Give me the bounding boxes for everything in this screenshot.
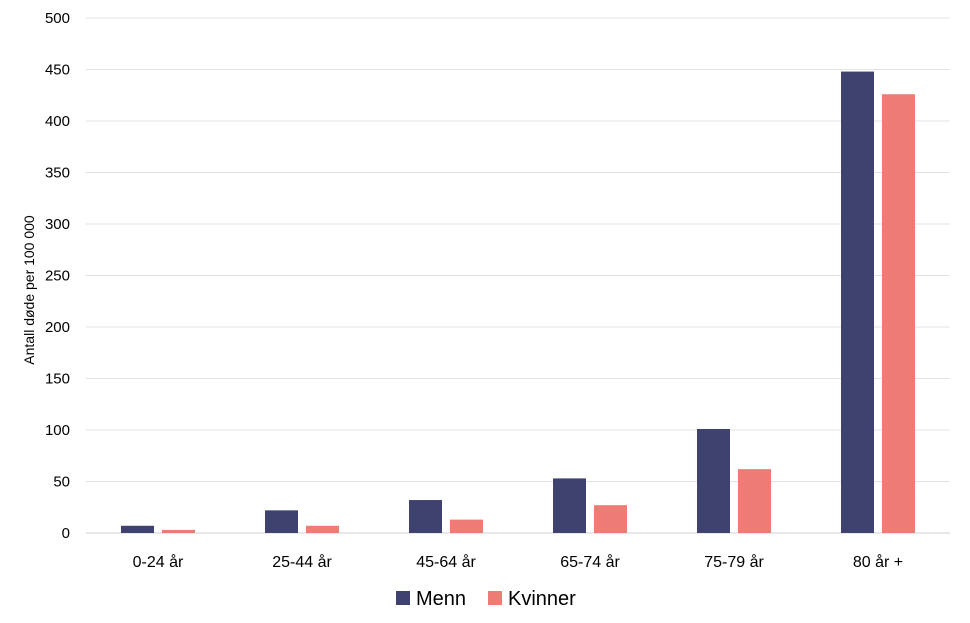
bar-menn-1 — [265, 510, 298, 533]
y-tick-label: 450 — [45, 62, 70, 79]
bar-menn-2 — [409, 500, 442, 533]
x-tick-label: 0-24 år — [133, 553, 184, 571]
bar-menn-5 — [841, 71, 874, 533]
bar-kvinner-4 — [738, 469, 771, 533]
x-axis-ticks: 0-24 år 25-44 år 45-64 år 65-74 år 75-79 år 8… — [133, 553, 903, 571]
x-tick-label: 80 år + — [853, 553, 903, 571]
legend-label-kvinner: Kvinner — [508, 588, 576, 610]
x-tick-label: 25-44 år — [272, 553, 332, 571]
y-tick-label: 100 — [45, 422, 70, 439]
y-axis-title: Antall døde per 100 000 — [21, 215, 37, 365]
bar-menn-3 — [553, 478, 586, 533]
y-tick-label: 400 — [45, 113, 70, 130]
bar-menn-0 — [121, 525, 154, 533]
y-axis-ticks: 0 50 100 150 200 250 300 350 400 450 500 — [45, 10, 70, 542]
y-tick-label: 350 — [45, 165, 70, 182]
y-tick-label: 250 — [45, 268, 70, 285]
y-tick-label: 500 — [45, 10, 70, 27]
bars — [121, 71, 915, 533]
y-tick-label: 300 — [45, 216, 70, 233]
x-tick-label: 65-74 år — [560, 553, 620, 571]
bar-kvinner-2 — [450, 519, 483, 533]
bar-kvinner-3 — [594, 505, 627, 533]
bar-menn-4 — [697, 428, 730, 533]
legend: Menn Kvinner — [396, 588, 576, 610]
bar-kvinner-0 — [162, 529, 195, 533]
y-tick-label: 50 — [53, 474, 70, 491]
legend-swatch-kvinner — [488, 591, 502, 605]
x-tick-label: 75-79 år — [704, 553, 764, 571]
legend-swatch-menn — [396, 591, 410, 605]
legend-label-menn: Menn — [416, 588, 466, 610]
y-tick-label: 150 — [45, 371, 70, 388]
x-tick-label: 45-64 år — [416, 553, 476, 571]
y-tick-label: 0 — [62, 525, 70, 542]
bar-kvinner-5 — [882, 94, 915, 533]
gridlines — [86, 17, 950, 534]
bar-kvinner-1 — [306, 525, 339, 533]
y-tick-label: 200 — [45, 319, 70, 336]
